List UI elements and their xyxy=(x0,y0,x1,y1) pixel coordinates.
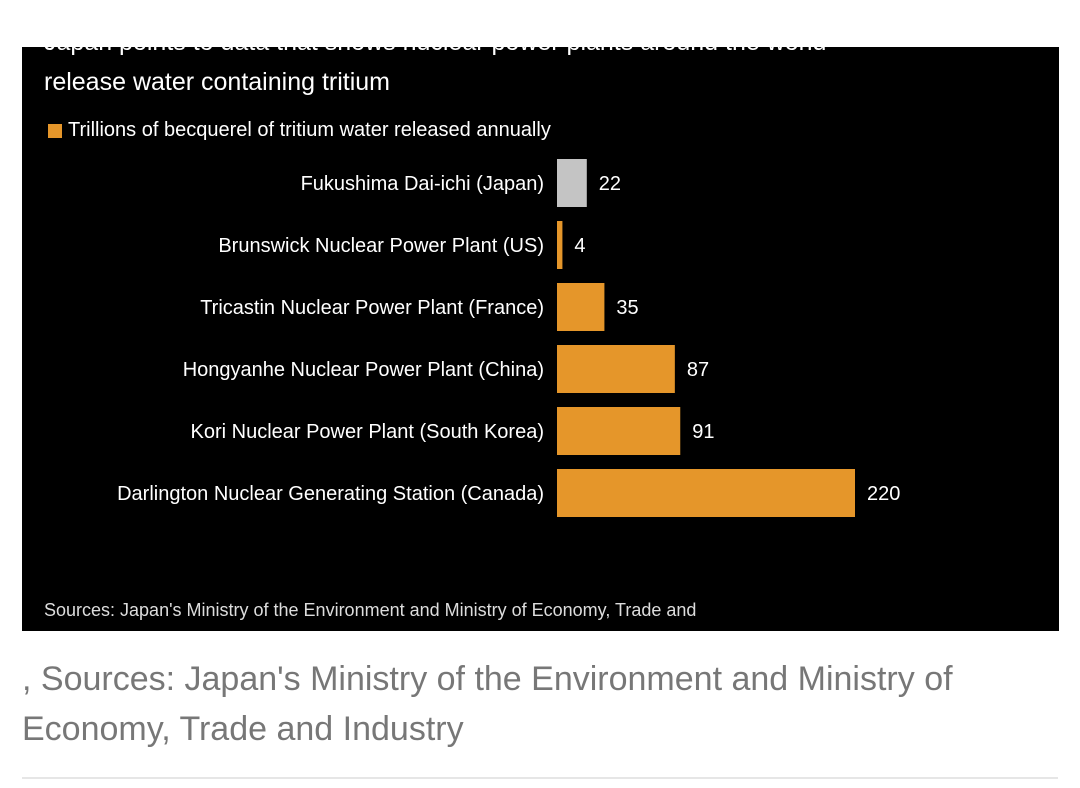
chart-title-line-1: Japan points to data that shows nuclear … xyxy=(44,47,826,57)
divider xyxy=(22,777,1058,779)
chart-source: Sources: Japan's Ministry of the Environ… xyxy=(44,600,697,620)
chart-title-line-2: release water containing tritium xyxy=(44,68,390,96)
bar xyxy=(557,283,605,331)
bar xyxy=(557,345,675,393)
category-label: Hongyanhe Nuclear Power Plant (China) xyxy=(183,359,544,381)
bar xyxy=(557,407,681,455)
legend: Trillions of becquerel of tritium water … xyxy=(48,119,551,142)
value-label: 91 xyxy=(692,421,714,443)
bar xyxy=(557,159,587,207)
bar-chart: Fukushima Dai-ichi (Japan) 22 Brunswick Nu… xyxy=(117,159,900,517)
bar xyxy=(557,469,855,517)
category-label: Tricastin Nuclear Power Plant (France) xyxy=(200,297,544,319)
legend-swatch xyxy=(48,123,62,138)
category-label: Fukushima Dai-ichi (Japan) xyxy=(301,173,544,195)
value-label: 22 xyxy=(599,173,621,195)
legend-label: Trillions of becquerel of tritium water … xyxy=(68,119,551,141)
value-label: 4 xyxy=(574,235,585,257)
image-caption: , Sources: Japan's Ministry of the Envir… xyxy=(22,660,953,748)
category-label: Kori Nuclear Power Plant (South Korea) xyxy=(191,421,545,443)
category-label: Brunswick Nuclear Power Plant (US) xyxy=(218,235,544,257)
value-label: 220 xyxy=(867,483,900,505)
chart-panel: Japan points to data that shows nuclear … xyxy=(22,47,1059,631)
bar xyxy=(557,221,563,269)
value-label: 87 xyxy=(687,359,709,381)
value-label: 35 xyxy=(616,297,638,319)
category-label: Darlington Nuclear Generating Station (C… xyxy=(117,483,544,505)
